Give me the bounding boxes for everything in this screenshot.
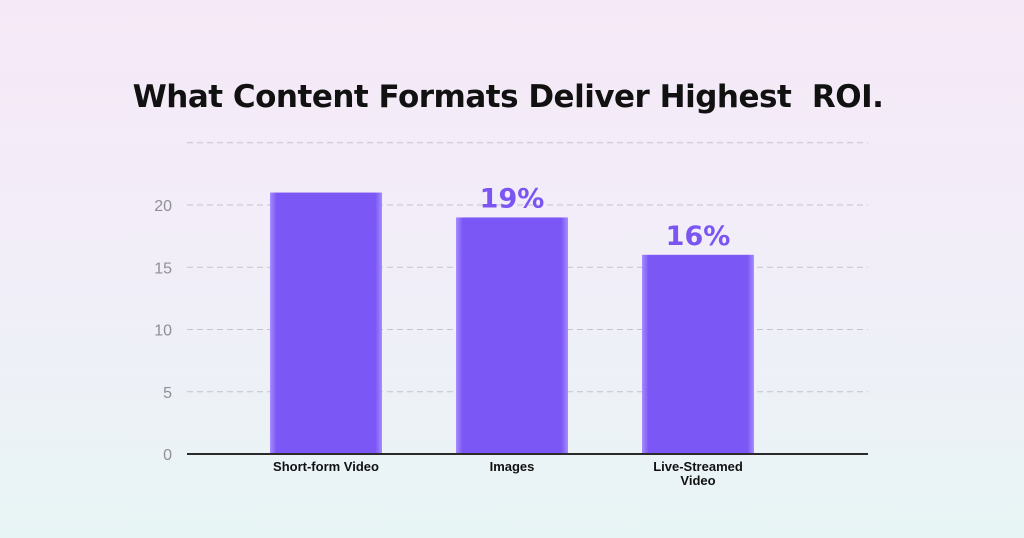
y-tick-label: 10 — [154, 323, 172, 340]
data-labels: 19% 16% — [480, 183, 731, 251]
x-tick-label: Short-form Video — [273, 459, 379, 474]
y-axis: 0 5 10 15 20 — [154, 198, 172, 464]
bar — [456, 217, 568, 454]
y-tick-label: 20 — [154, 198, 172, 215]
data-label: 16% — [666, 221, 731, 252]
bar — [270, 192, 382, 455]
x-tick-label: Images — [490, 459, 535, 474]
x-tick-label: Live-Streamed — [653, 459, 743, 474]
y-tick-label: 15 — [154, 260, 172, 277]
data-label: 19% — [480, 183, 545, 214]
bars — [270, 192, 754, 455]
x-tick-label: Video — [680, 473, 715, 488]
y-tick-label: 5 — [163, 385, 172, 402]
y-tick-label: 0 — [163, 447, 172, 464]
bar — [642, 254, 754, 454]
chart-title: What Content Formats Deliver Highest ROI… — [133, 79, 884, 115]
